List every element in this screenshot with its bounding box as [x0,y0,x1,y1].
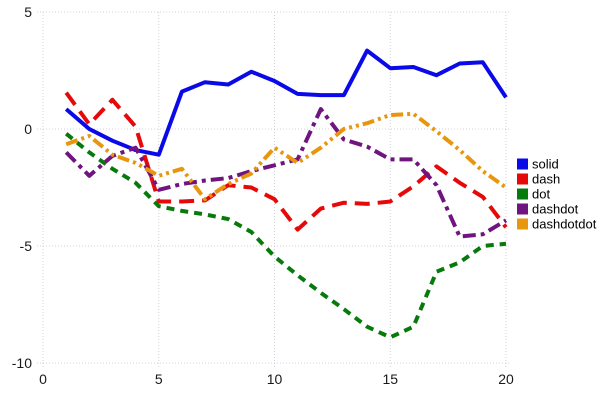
series-line-dashdotdot [65,111,508,202]
series-line-dot [64,132,507,340]
x-tick-label: 10 [267,371,283,387]
legend-label-dashdotdot: dashdotdot [532,217,597,232]
legend-item-dashdot: dashdot [517,202,579,217]
x-tick-label: 20 [498,371,514,387]
legend-swatch-dot [517,188,528,200]
x-tick-label: 15 [382,371,398,387]
series-lines [64,48,508,340]
legend-swatch-dash [517,173,528,185]
x-tick-label: 0 [39,371,47,387]
legend-label-dashdot: dashdot [532,202,579,217]
y-tick-label: -5 [20,238,33,254]
legend-item-dot: dot [517,187,550,202]
y-tick-label: 5 [24,4,32,20]
series-line-solid [64,48,508,157]
legend-label-solid: solid [532,157,559,172]
legend-swatch-dashdot [517,203,528,215]
legend-item-solid: solid [517,157,559,172]
y-tick-label: 0 [24,121,32,137]
legend-swatch-solid [517,158,528,170]
legend-item-dash: dash [517,172,560,187]
series-line-dash [64,91,508,232]
legend-label-dot: dot [532,187,550,202]
legend-item-dashdotdot: dashdotdot [517,217,597,232]
axis-labels: 0 5 10 15 20 -10 -5 0 5 [12,4,514,387]
x-tick-label: 5 [155,371,163,387]
y-tick-label: -10 [12,355,32,371]
legend-swatch-dashdotdot [517,218,528,230]
gridlines [37,11,511,369]
legend-label-dash: dash [532,172,560,187]
